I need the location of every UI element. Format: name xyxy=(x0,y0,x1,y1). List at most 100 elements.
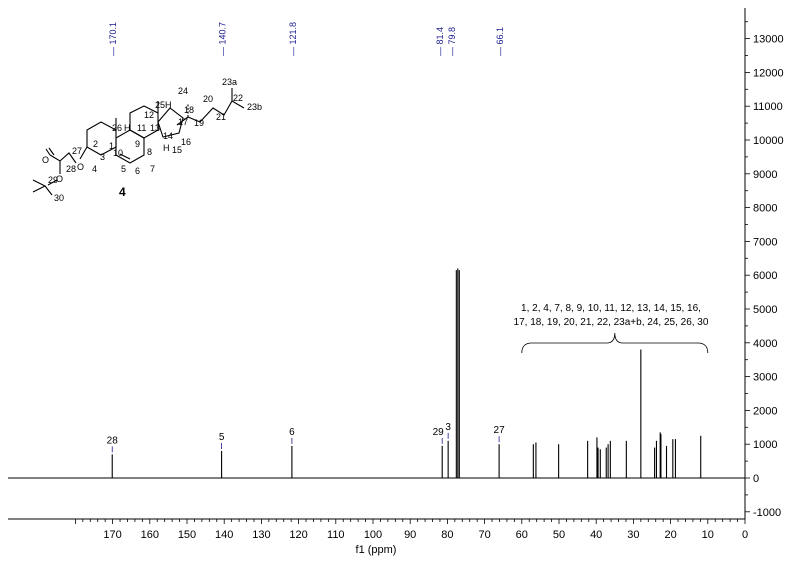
y-tick-label: 12000 xyxy=(753,67,784,79)
peak-label: 27 xyxy=(494,425,506,436)
molecule-structure xyxy=(32,88,245,196)
x-tick-label: 160 xyxy=(141,529,159,541)
bond-o-29 xyxy=(47,179,58,186)
bond-27-28 xyxy=(49,152,77,164)
top-peak-labels: — 170.1 — 140.7 — 121.8 — 81.4— 79.8 — 66.1 xyxy=(108,22,505,56)
x-tick-label: 140 xyxy=(215,529,233,541)
peak-label: 5 xyxy=(219,432,225,443)
group-label-line2: 17, 18, 19, 20, 21, 22, 23a+b, 24, 25, 2… xyxy=(514,317,709,328)
group-label-line1: 1, 2, 4, 7, 8, 9, 10, 11, 12, 13, 14, 15… xyxy=(521,303,701,314)
y-tick-label: 0 xyxy=(753,473,759,485)
y-tick-label: 11000 xyxy=(753,101,783,113)
double-bond-5-6 xyxy=(119,153,131,160)
x-tick-label: 0 xyxy=(742,529,748,541)
atom-label: 15 xyxy=(172,145,182,155)
x-axis-title: f1 (ppm) xyxy=(356,544,397,556)
bond-o-ring xyxy=(79,146,88,160)
y-tick-label: 5000 xyxy=(753,304,777,316)
y-tick-label: 4000 xyxy=(753,338,777,350)
atom-label: 17 xyxy=(178,117,188,127)
x-tick-label: 80 xyxy=(441,529,453,541)
x-tick-label: 30 xyxy=(627,529,639,541)
x-tick-label: 130 xyxy=(252,529,270,541)
group-bracket xyxy=(521,332,709,354)
x-tick-label: 150 xyxy=(178,529,196,541)
bond-carbonyl xyxy=(45,148,51,156)
y-tick-label: 6000 xyxy=(753,270,777,282)
x-tick-label: 50 xyxy=(553,529,565,541)
top-peak-label: — 121.8 xyxy=(288,22,298,56)
peak-label: 3 xyxy=(445,422,451,433)
top-peak-label: — 140.7 xyxy=(218,22,228,56)
y-tick-label: 8000 xyxy=(753,203,777,215)
x-tick-label: 90 xyxy=(404,529,416,541)
y-tick-label: 7000 xyxy=(753,236,777,248)
ring-d xyxy=(157,107,184,138)
atom-label: 6 xyxy=(135,166,140,176)
atom-label: 30 xyxy=(54,193,64,203)
x-tick-label: 70 xyxy=(478,529,490,541)
atom-label: 23b xyxy=(247,102,262,112)
atom-label: 23a xyxy=(222,77,237,87)
atom-label: 13 xyxy=(150,123,160,133)
atom-label: 8 xyxy=(147,147,152,157)
molecule-atom-labels: 23a 24 22 25H 18 20 23b 12 26 H 11 13 17… xyxy=(42,77,262,203)
x-tick-label: 100 xyxy=(364,529,382,541)
atom-label: 5 xyxy=(121,164,126,174)
x-tick-label: 20 xyxy=(664,529,676,541)
y-tick-label: 1000 xyxy=(753,439,777,451)
atom-label: 4 xyxy=(92,164,97,174)
atom-label: 25H xyxy=(155,100,172,110)
top-peak-label: — 81.4 xyxy=(435,27,445,56)
atom-label: 29 xyxy=(48,175,58,185)
atom-label: 16 xyxy=(181,137,191,147)
aliphatic-group-annotation: 1, 2, 4, 7, 8, 9, 10, 11, 12, 13, 14, 15… xyxy=(514,303,709,354)
tbutyl-bonds xyxy=(32,179,47,193)
atom-label: 2 xyxy=(93,139,98,149)
peak-label: 29 xyxy=(433,427,445,438)
x-tick-label: 40 xyxy=(590,529,602,541)
x-tick-label: 120 xyxy=(289,529,307,541)
atom-label: 27 xyxy=(72,146,82,156)
atom-label: 18 xyxy=(184,105,194,115)
peak-assignment-labels: 28 5 6 29 3 27 xyxy=(107,422,505,453)
x-tick-label: 60 xyxy=(516,529,528,541)
y-axis-ticks: -1000 0 1000 2000 3000 4000 5000 6000 7000 8000 90… xyxy=(745,21,784,519)
atom-label: 24 xyxy=(178,86,188,96)
y-tick-label: -1000 xyxy=(753,507,781,519)
atom-label: 26 xyxy=(112,123,122,133)
atom-label: 22 xyxy=(233,93,243,103)
y-tick-label: 10000 xyxy=(753,135,784,147)
peak-label: 6 xyxy=(289,427,295,438)
atom-label: 20 xyxy=(203,94,213,104)
atom-label: 3 xyxy=(100,152,105,162)
x-tick-label: 110 xyxy=(327,529,345,541)
x-tick-label: 170 xyxy=(103,529,121,541)
atom-label: 9 xyxy=(135,139,140,149)
top-peak-label: — 79.8 xyxy=(447,27,457,56)
x-axis-ticks: 170 160 150 140 130 120 110 100 90 80 70 60 50 40 30 20… xyxy=(75,519,748,541)
top-peak-label: — 170.1 xyxy=(108,22,118,56)
atom-label: 11 xyxy=(137,123,146,133)
atom-label: 10 xyxy=(113,148,123,158)
atom-label: H xyxy=(163,143,170,153)
peak-label: 28 xyxy=(107,435,119,446)
top-peak-label: — 66.1 xyxy=(495,27,505,56)
y-tick-label: 3000 xyxy=(753,372,777,384)
compound-number: 4 xyxy=(119,185,126,199)
atom-label: 19 xyxy=(194,118,204,128)
atom-label: 12 xyxy=(144,110,154,120)
atom-label: O xyxy=(56,174,63,184)
y-tick-label: 9000 xyxy=(753,169,777,181)
atom-label: 28 xyxy=(66,164,76,174)
x-tick-label: 10 xyxy=(702,529,714,541)
atom-label: O xyxy=(77,162,84,172)
atom-label: O xyxy=(42,155,49,165)
atom-label: 14 xyxy=(163,131,173,141)
bond-carbonyl-2 xyxy=(48,147,55,156)
y-tick-label: 2000 xyxy=(753,405,777,417)
atom-label: 21 xyxy=(216,112,226,122)
atom-label: 7 xyxy=(150,164,155,174)
y-tick-label: 13000 xyxy=(753,34,784,46)
